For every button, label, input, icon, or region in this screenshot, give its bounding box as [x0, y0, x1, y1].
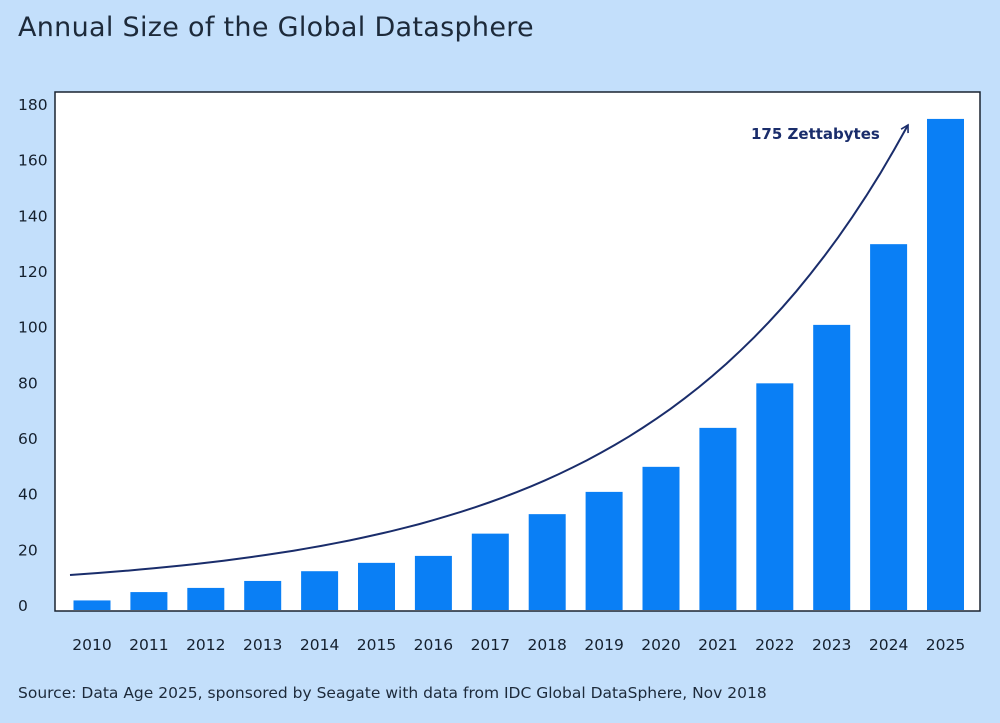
x-tick-label: 2023: [812, 636, 851, 654]
x-tick-label: 2010: [72, 636, 111, 654]
x-tick-label: 2024: [869, 636, 908, 654]
bar-2023: [813, 324, 851, 610]
bars: [73, 118, 964, 611]
bar-2016: [414, 555, 452, 610]
bar-2020: [642, 466, 680, 610]
chart-title: Annual Size of the Global Datasphere: [18, 12, 534, 43]
y-tick-label: 80: [18, 374, 38, 392]
growth-trend-arrow: [69, 123, 909, 576]
bar-2021: [699, 427, 737, 610]
x-tick-label: 2015: [357, 636, 396, 654]
bar-2024: [870, 244, 908, 610]
y-tick-label: 60: [18, 430, 38, 448]
bar-2011: [130, 592, 168, 610]
y-tick-label: 40: [18, 486, 38, 504]
y-tick-label: 140: [18, 207, 48, 225]
x-tick-label: 2013: [243, 636, 282, 654]
bar-2022: [756, 383, 794, 610]
bar-2013: [244, 580, 282, 610]
bar-2014: [301, 571, 339, 610]
y-tick-label: 160: [18, 152, 48, 170]
bar-2012: [187, 587, 225, 610]
bar-2015: [358, 562, 395, 610]
x-tick-label: 2012: [186, 636, 225, 654]
x-tick-label: 2020: [641, 636, 680, 654]
y-tick-label: 20: [18, 541, 38, 559]
bar-2018: [528, 514, 566, 610]
x-tick-label: 2011: [129, 636, 168, 654]
x-tick-label: 2018: [527, 636, 566, 654]
x-tick-label: 2014: [300, 636, 339, 654]
y-tick-label: 180: [18, 96, 48, 114]
y-tick-label: 0: [18, 597, 28, 615]
bar-2017: [471, 533, 509, 610]
y-tick-label: 100: [18, 319, 48, 337]
bar-2025: [927, 118, 964, 611]
x-tick-label: 2017: [471, 636, 510, 654]
y-axis: 0 20 40 60 80 100 120 140 160 180: [18, 96, 48, 615]
x-tick-label: 2016: [414, 636, 453, 654]
x-axis: 2010 2011 2012 2013 2014 2015 2016 2017 2018 2019…: [72, 636, 965, 654]
bar-2019: [585, 491, 623, 610]
source-note: Source: Data Age 2025, sponsored by Seag…: [18, 684, 767, 702]
annotation-label: 175 Zettabytes: [751, 125, 880, 143]
y-tick-label: 120: [18, 263, 48, 281]
x-tick-label: 2019: [584, 636, 623, 654]
x-tick-label: 2021: [698, 636, 737, 654]
bar-2010: [73, 600, 111, 610]
x-tick-label: 2025: [926, 636, 965, 654]
x-tick-label: 2022: [755, 636, 794, 654]
